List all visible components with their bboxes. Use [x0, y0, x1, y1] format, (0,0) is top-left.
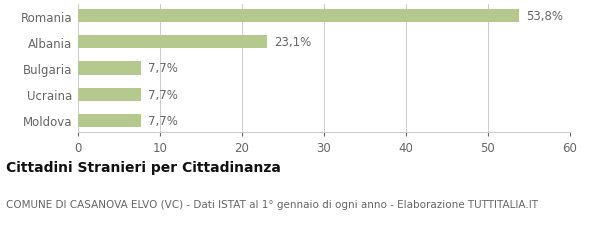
Text: 7,7%: 7,7% — [148, 88, 178, 101]
Text: Cittadini Stranieri per Cittadinanza: Cittadini Stranieri per Cittadinanza — [6, 160, 281, 174]
Bar — [78, 36, 268, 49]
Text: 53,8%: 53,8% — [526, 10, 563, 23]
Bar — [78, 10, 519, 23]
Bar — [78, 114, 141, 127]
Bar — [78, 62, 141, 75]
Text: 7,7%: 7,7% — [148, 62, 178, 75]
Text: 7,7%: 7,7% — [148, 114, 178, 127]
Bar — [78, 88, 141, 101]
Text: 23,1%: 23,1% — [274, 36, 311, 49]
Text: COMUNE DI CASANOVA ELVO (VC) - Dati ISTAT al 1° gennaio di ogni anno - Elaborazi: COMUNE DI CASANOVA ELVO (VC) - Dati ISTA… — [6, 199, 538, 209]
